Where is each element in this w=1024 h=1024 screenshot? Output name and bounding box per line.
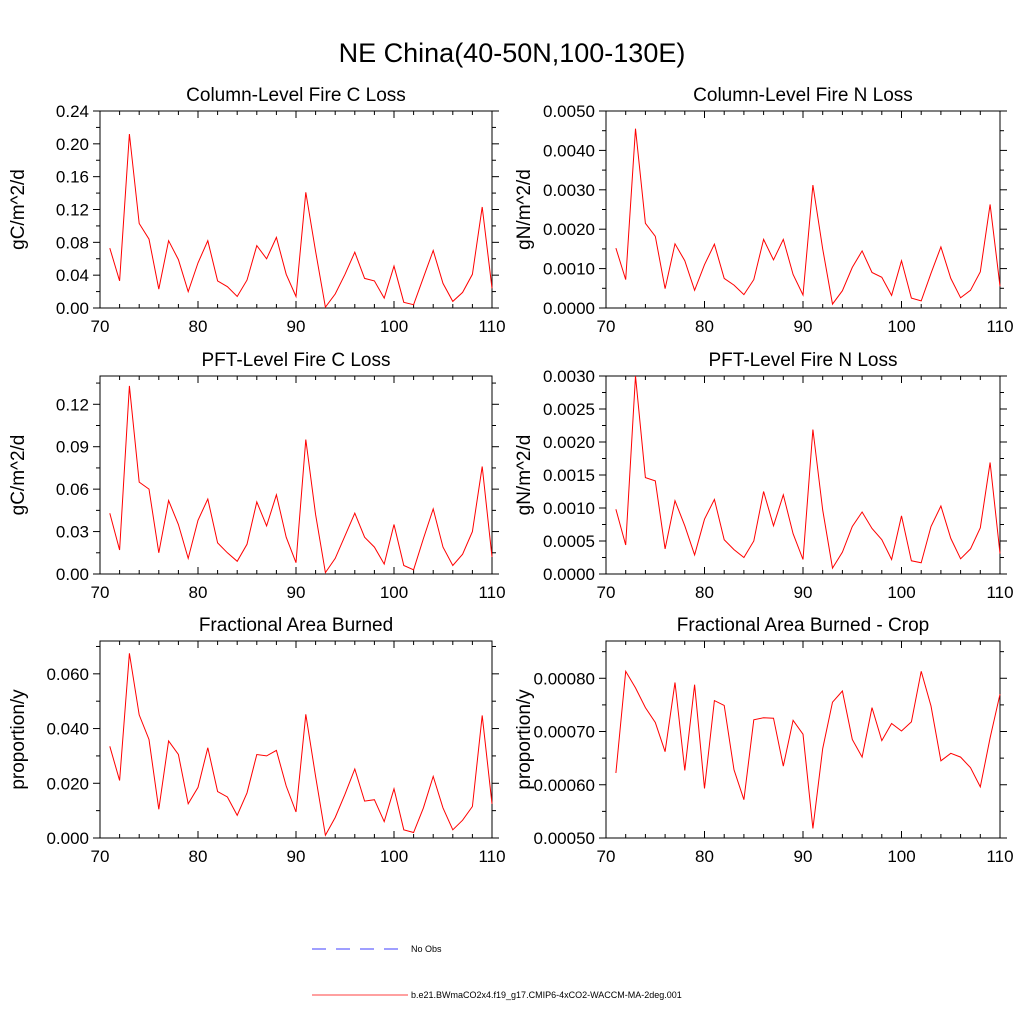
panel-4: PFT-Level Fire N Loss gN/m^2/d 70 80 90 100 11… [514,350,1014,602]
x-tick-label: 110 [986,317,1013,336]
y-tick-label: 0.0025 [543,400,595,419]
y-axis-label: proportion/y [8,689,29,790]
y-tick-label: 0.20 [56,135,89,154]
y-tick-label: 0.000 [46,829,89,848]
series-line [615,128,1001,306]
x-tick-label: 80 [695,847,714,866]
y-tick-label: 0.00070 [534,723,595,742]
y-tick-label: 0.24 [56,102,89,121]
y-tick-label: 0.16 [56,168,89,187]
x-tick-label: 70 [597,317,616,336]
y-axis-label: proportion/y [514,689,535,790]
panel-5: Fractional Area Burned proportion/y 70 80 90… [8,615,506,866]
y-axis-label: gN/m^2/d [514,435,535,516]
y-tick-label: 0.12 [56,395,89,414]
y-tick-label: 0.0040 [543,141,595,160]
panel-frame [605,375,1001,575]
panel-frame [99,375,493,575]
x-tick-label: 90 [287,317,306,336]
y-tick-label: 0.09 [56,438,89,457]
y-tick-label: 0.08 [56,233,89,252]
x-tick-label: 80 [695,583,714,602]
x-tick-label: 70 [91,847,110,866]
x-tick-label: 100 [380,847,408,866]
y-tick-label: 0.03 [56,523,89,542]
x-tick-label: 90 [794,583,813,602]
y-axis-label: gN/m^2/d [514,169,535,250]
x-tick-label: 70 [91,317,110,336]
y-tick-label: 0.04 [56,266,89,285]
panel-title: Fractional Area Burned [199,615,393,636]
x-tick-label: 100 [887,317,915,336]
panel-6: Fractional Area Burned - Crop proportion/… [514,615,1014,866]
y-tick-label: 0.00050 [534,829,595,848]
x-tick-label: 80 [695,317,714,336]
y-tick-label: 0.0015 [543,466,595,485]
panel-title: Fractional Area Burned - Crop [677,615,929,636]
y-tick-label: 0.00080 [534,669,595,688]
panel-title: PFT-Level Fire C Loss [202,350,391,371]
x-tick-label: 100 [887,583,915,602]
panel-2: Column-Level Fire N Loss gN/m^2/d 70 80 90 10… [514,85,1014,336]
panel-1: Column-Level Fire C Loss gC/m^2/d 70 80 90 10… [8,85,506,336]
panel-title: Column-Level Fire C Loss [186,85,406,106]
x-tick-label: 70 [91,583,110,602]
series-line [109,133,493,309]
x-tick-label: 110 [478,583,505,602]
figure-title: NE China(40-50N,100-130E) [339,38,686,68]
x-tick-label: 90 [287,847,306,866]
legend-series-label: b.e21.BWmaCO2x4.f19_g17.CMIP6-4xCO2-WACC… [411,990,682,1000]
y-tick-label: 0.0005 [543,532,595,551]
y-tick-label: 0.00 [56,299,89,318]
panels-group: Column-Level Fire C Loss gC/m^2/d 70 80 90 10… [8,85,1014,866]
y-tick-label: 0.0000 [543,565,595,584]
y-tick-label: 0.06 [56,480,89,499]
x-tick-label: 110 [478,847,505,866]
panel-title: Column-Level Fire N Loss [693,85,913,106]
legend-obs-label: No Obs [411,944,442,954]
y-tick-label: 0.0010 [543,499,595,518]
y-tick-label: 0.0030 [543,367,595,386]
y-tick-label: 0.0000 [543,299,595,318]
y-tick-label: 0.00060 [534,776,595,795]
y-tick-label: 0.020 [46,774,89,793]
panel-frame [605,640,1001,839]
y-tick-label: 0.040 [46,720,89,739]
x-tick-label: 80 [189,583,208,602]
x-tick-label: 100 [380,583,408,602]
y-axis-label: gC/m^2/d [8,169,29,250]
series-line [615,669,1001,829]
x-tick-label: 90 [794,317,813,336]
panel-frame [605,110,1001,309]
y-tick-label: 0.0050 [543,102,595,121]
y-tick-label: 0.0030 [543,181,595,200]
panel-3: PFT-Level Fire C Loss gC/m^2/d 70 80 90 100 11… [8,350,506,602]
series-line [109,653,493,837]
x-tick-label: 80 [189,847,208,866]
series-line [109,385,493,574]
x-tick-label: 90 [287,583,306,602]
series-line [615,375,1001,570]
x-tick-label: 90 [794,847,813,866]
legend: No Obs b.e21.BWmaCO2x4.f19_g17.CMIP6-4xC… [312,944,682,1000]
y-tick-label: 0.0020 [543,433,595,452]
y-tick-label: 0.0010 [543,260,595,279]
x-tick-label: 70 [597,847,616,866]
x-tick-label: 110 [986,583,1013,602]
panel-frame [99,110,493,309]
y-tick-label: 0.060 [46,665,89,684]
y-axis-label: gC/m^2/d [8,435,29,516]
x-tick-label: 110 [478,317,505,336]
panel-title: PFT-Level Fire N Loss [709,350,898,371]
x-tick-label: 100 [380,317,408,336]
y-tick-label: 0.0020 [543,220,595,239]
x-tick-label: 110 [986,847,1013,866]
y-tick-label: 0.00 [56,565,89,584]
x-tick-label: 100 [887,847,915,866]
x-tick-label: 80 [189,317,208,336]
x-tick-label: 70 [597,583,616,602]
y-tick-label: 0.12 [56,201,89,220]
